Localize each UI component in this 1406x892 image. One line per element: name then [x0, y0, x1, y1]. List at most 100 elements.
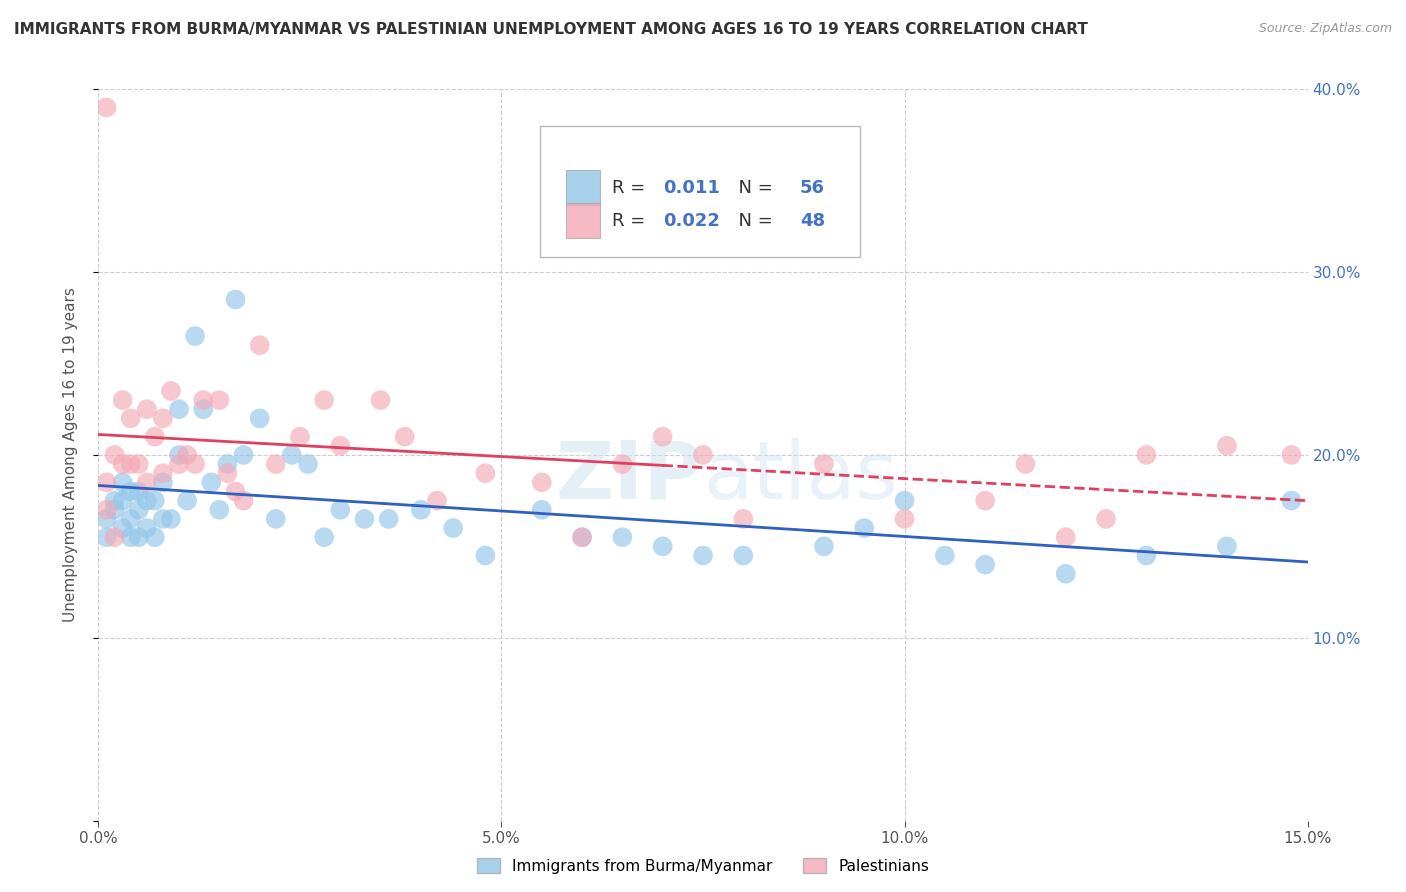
Point: [1054, 530, 1077, 544]
Point: [167, 402, 190, 417]
Point: [208, 392, 231, 407]
Point: [974, 493, 997, 508]
Point: [135, 475, 157, 490]
Point: [281, 448, 304, 462]
Point: [184, 457, 207, 471]
FancyBboxPatch shape: [540, 126, 860, 258]
Point: [409, 503, 432, 517]
Y-axis label: Unemployment Among Ages 16 to 19 years: Unemployment Among Ages 16 to 19 years: [63, 287, 77, 623]
Point: [974, 558, 997, 572]
Point: [297, 457, 319, 471]
Point: [111, 457, 134, 471]
Point: [96, 530, 118, 544]
FancyBboxPatch shape: [567, 203, 600, 238]
Point: [96, 503, 118, 517]
Point: [264, 512, 287, 526]
FancyBboxPatch shape: [567, 170, 600, 205]
Text: 56: 56: [800, 179, 825, 197]
Point: [184, 329, 207, 343]
Point: [571, 530, 593, 544]
Point: [1216, 539, 1239, 553]
Point: [934, 549, 956, 563]
Point: [103, 503, 125, 517]
Point: [329, 503, 352, 517]
Point: [232, 448, 254, 462]
Point: [167, 457, 190, 471]
Point: [208, 503, 231, 517]
Point: [249, 338, 271, 352]
Point: [651, 539, 673, 553]
Point: [474, 549, 496, 563]
Point: [813, 457, 835, 471]
Point: [441, 521, 464, 535]
Point: [96, 100, 118, 114]
Point: [1281, 448, 1303, 462]
Point: [128, 503, 150, 517]
Point: [120, 484, 142, 499]
Point: [128, 457, 150, 471]
Point: [167, 448, 190, 462]
Point: [813, 539, 835, 553]
Point: [370, 392, 392, 407]
Point: [394, 430, 416, 444]
Point: [893, 512, 915, 526]
Text: IMMIGRANTS FROM BURMA/MYANMAR VS PALESTINIAN UNEMPLOYMENT AMONG AGES 16 TO 19 YE: IMMIGRANTS FROM BURMA/MYANMAR VS PALESTI…: [14, 22, 1088, 37]
Point: [96, 475, 118, 490]
Point: [152, 411, 174, 425]
Text: atlas: atlas: [703, 438, 897, 516]
Point: [120, 512, 142, 526]
Point: [143, 530, 166, 544]
Point: [111, 392, 134, 407]
Text: 48: 48: [800, 212, 825, 230]
Point: [692, 549, 714, 563]
Point: [224, 293, 246, 307]
Point: [474, 466, 496, 480]
Point: [314, 530, 336, 544]
Point: [612, 530, 634, 544]
Point: [135, 521, 157, 535]
Point: [143, 493, 166, 508]
Point: [135, 493, 157, 508]
Point: [612, 457, 634, 471]
Point: [224, 484, 246, 499]
Text: N =: N =: [727, 179, 779, 197]
Point: [314, 392, 336, 407]
Point: [1135, 448, 1157, 462]
Point: [152, 512, 174, 526]
Point: [377, 512, 399, 526]
Point: [1054, 566, 1077, 581]
Text: R =: R =: [613, 179, 651, 197]
Text: R =: R =: [613, 212, 651, 230]
Point: [530, 475, 553, 490]
Point: [128, 484, 150, 499]
Point: [128, 530, 150, 544]
Point: [264, 457, 287, 471]
Point: [152, 475, 174, 490]
Point: [733, 549, 755, 563]
Point: [571, 530, 593, 544]
Point: [288, 430, 311, 444]
Point: [193, 402, 215, 417]
Point: [651, 430, 673, 444]
Point: [692, 448, 714, 462]
Point: [135, 402, 157, 417]
Point: [1135, 549, 1157, 563]
Point: [1216, 439, 1239, 453]
Point: [893, 493, 915, 508]
Text: 0.011: 0.011: [664, 179, 720, 197]
Point: [353, 512, 375, 526]
Point: [120, 457, 142, 471]
Text: N =: N =: [727, 212, 779, 230]
Point: [160, 384, 183, 398]
Point: [103, 530, 125, 544]
Point: [200, 475, 222, 490]
Point: [120, 411, 142, 425]
Legend: Immigrants from Burma/Myanmar, Palestinians: Immigrants from Burma/Myanmar, Palestini…: [471, 852, 935, 880]
Point: [217, 466, 239, 480]
Point: [1014, 457, 1036, 471]
Point: [217, 457, 239, 471]
Point: [249, 411, 271, 425]
Point: [1281, 493, 1303, 508]
Point: [160, 512, 183, 526]
Point: [111, 493, 134, 508]
